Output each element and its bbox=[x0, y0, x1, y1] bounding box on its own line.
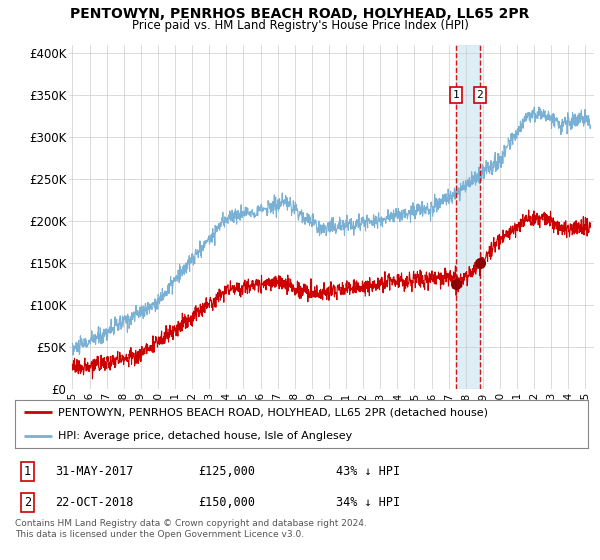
Text: PENTOWYN, PENRHOS BEACH ROAD, HOLYHEAD, LL65 2PR: PENTOWYN, PENRHOS BEACH ROAD, HOLYHEAD, … bbox=[70, 7, 530, 21]
Text: 2: 2 bbox=[24, 496, 31, 510]
Text: £125,000: £125,000 bbox=[199, 465, 256, 478]
Text: 1: 1 bbox=[24, 465, 31, 478]
Text: Price paid vs. HM Land Registry's House Price Index (HPI): Price paid vs. HM Land Registry's House … bbox=[131, 19, 469, 32]
Text: 31-MAY-2017: 31-MAY-2017 bbox=[55, 465, 133, 478]
Text: 2: 2 bbox=[476, 90, 484, 100]
Text: 1: 1 bbox=[452, 90, 459, 100]
Text: £150,000: £150,000 bbox=[199, 496, 256, 510]
Text: 43% ↓ HPI: 43% ↓ HPI bbox=[336, 465, 400, 478]
Text: 34% ↓ HPI: 34% ↓ HPI bbox=[336, 496, 400, 510]
Text: Contains HM Land Registry data © Crown copyright and database right 2024.
This d: Contains HM Land Registry data © Crown c… bbox=[15, 519, 367, 539]
Text: 22-OCT-2018: 22-OCT-2018 bbox=[55, 496, 133, 510]
Text: HPI: Average price, detached house, Isle of Anglesey: HPI: Average price, detached house, Isle… bbox=[58, 431, 352, 441]
Bar bbox=[456, 45, 480, 389]
Text: PENTOWYN, PENRHOS BEACH ROAD, HOLYHEAD, LL65 2PR (detached house): PENTOWYN, PENRHOS BEACH ROAD, HOLYHEAD, … bbox=[58, 407, 488, 417]
